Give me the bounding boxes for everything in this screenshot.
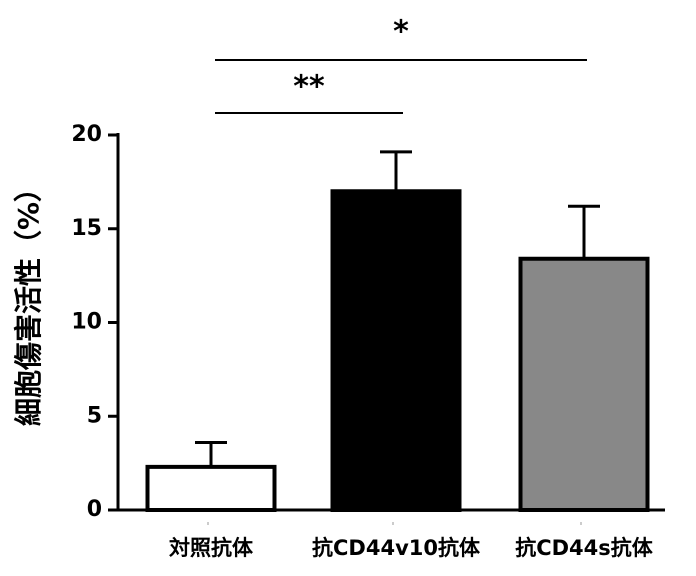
bar bbox=[518, 256, 650, 512]
x-tick-label: 抗CD44s抗体 bbox=[515, 536, 654, 560]
y-tick-label: 0 bbox=[87, 497, 102, 522]
x-tick-label: 抗CD44v10抗体 bbox=[312, 536, 481, 560]
y-axis-label: 細胞傷害活性（%） bbox=[12, 174, 45, 426]
y-tick-label: 5 bbox=[87, 403, 102, 428]
bar bbox=[145, 464, 277, 512]
y-tick-label: 20 bbox=[71, 122, 102, 147]
x-tick-label: 対照抗体 bbox=[169, 536, 254, 560]
y-tick-label: 15 bbox=[71, 216, 102, 241]
significance-label: ** bbox=[293, 70, 325, 105]
significance-label: * bbox=[393, 15, 409, 50]
y-tick-label: 10 bbox=[71, 310, 102, 335]
bar bbox=[330, 189, 462, 512]
